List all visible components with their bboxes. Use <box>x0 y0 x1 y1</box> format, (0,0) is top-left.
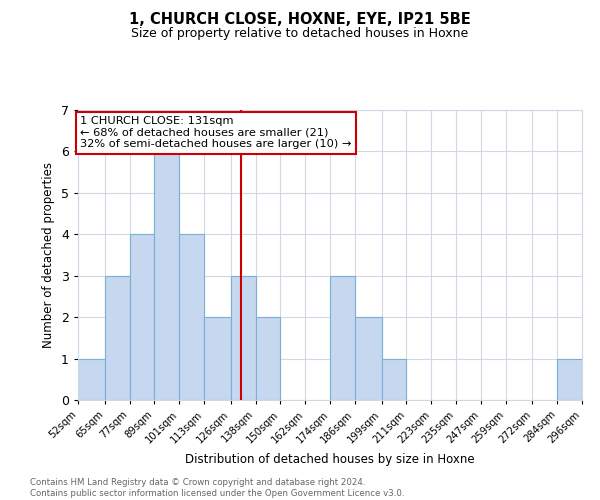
Bar <box>256 317 280 400</box>
Bar <box>179 234 204 400</box>
Bar <box>382 358 406 400</box>
Bar <box>204 317 231 400</box>
Bar <box>105 276 130 400</box>
Text: Size of property relative to detached houses in Hoxne: Size of property relative to detached ho… <box>131 28 469 40</box>
Bar <box>557 358 582 400</box>
Text: 1 CHURCH CLOSE: 131sqm
← 68% of detached houses are smaller (21)
32% of semi-det: 1 CHURCH CLOSE: 131sqm ← 68% of detached… <box>80 116 352 150</box>
Y-axis label: Number of detached properties: Number of detached properties <box>43 162 55 348</box>
Text: Contains HM Land Registry data © Crown copyright and database right 2024.
Contai: Contains HM Land Registry data © Crown c… <box>30 478 404 498</box>
Text: 1, CHURCH CLOSE, HOXNE, EYE, IP21 5BE: 1, CHURCH CLOSE, HOXNE, EYE, IP21 5BE <box>129 12 471 28</box>
Bar <box>154 152 179 400</box>
Bar <box>330 276 355 400</box>
Bar <box>355 317 382 400</box>
Bar <box>130 234 154 400</box>
Bar <box>78 358 105 400</box>
X-axis label: Distribution of detached houses by size in Hoxne: Distribution of detached houses by size … <box>185 453 475 466</box>
Bar <box>231 276 256 400</box>
